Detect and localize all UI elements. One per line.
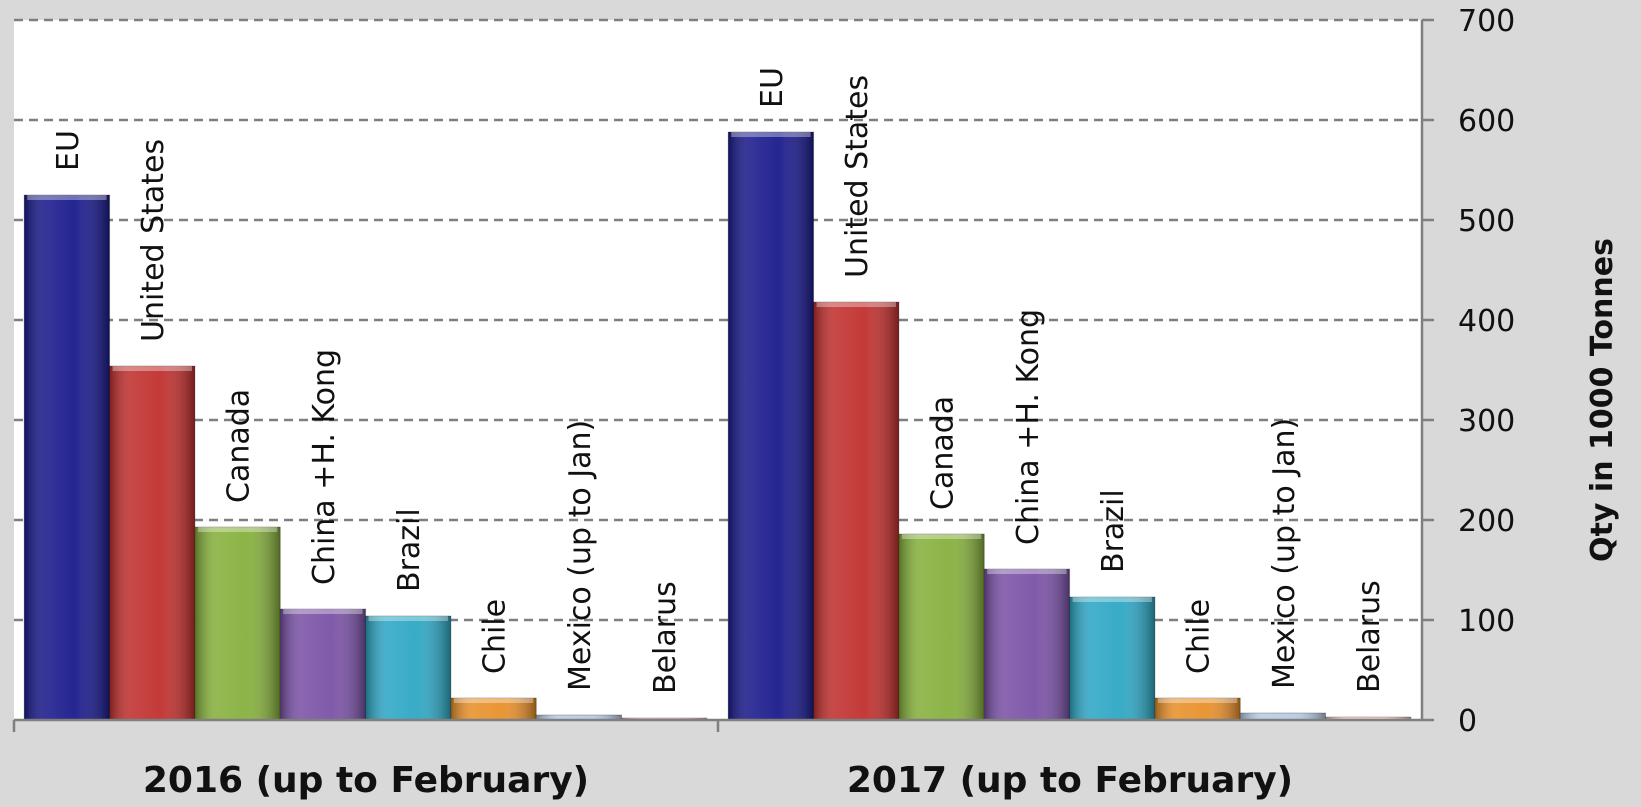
gridlines [14, 18, 1422, 622]
bar-highlight [987, 569, 1067, 574]
axes: 0 100 200 300 400 500 600 700 [12, 4, 1515, 739]
bar-highlight [197, 527, 278, 532]
bar-series-label: Mexico (up to Jan) [1267, 418, 1302, 689]
bar-highlight [368, 616, 448, 621]
y-tick-label: 600 [1458, 104, 1515, 139]
bar-shading [365, 616, 451, 720]
bar-series-label: Chile [1182, 599, 1217, 674]
y-tick-label: 300 [1458, 404, 1515, 439]
bar-shading [1154, 698, 1241, 720]
bar-labels: EU United States Canada China +H. Kong Brazi… [51, 67, 1387, 801]
bar-series-label: United States [840, 75, 875, 278]
bar-highlight [112, 366, 192, 371]
y-tick-label: 200 [1458, 504, 1515, 539]
y-tick-label: 700 [1458, 4, 1515, 39]
bar-shading [109, 366, 195, 720]
category-label: 2017 (up to February) [847, 760, 1293, 801]
bar-series-label: China +H. Kong [307, 349, 342, 585]
category-label: 2016 (up to February) [143, 760, 589, 801]
y-tick-label: 0 [1458, 704, 1477, 739]
bar-highlight [453, 698, 534, 703]
bar-shading [898, 534, 985, 720]
bar-highlight [1072, 597, 1152, 602]
bar-series-label: United States [136, 139, 171, 342]
bar-series-label: EU [51, 130, 86, 171]
bar-series-label: Belarus [648, 581, 683, 694]
bar-highlight [1157, 698, 1238, 703]
bar-shading [194, 527, 281, 720]
bar-series-label: Canada [926, 396, 961, 510]
y-tick-label: 100 [1458, 604, 1515, 639]
bar-series-label: Mexico (up to Jan) [563, 420, 598, 691]
bar-shading [536, 715, 622, 720]
bar-series-label: Brazil [1096, 489, 1131, 573]
bar-shading [450, 698, 537, 720]
bar-shading [24, 195, 110, 720]
bar-shading [280, 609, 366, 720]
y-tick-label: 400 [1458, 304, 1515, 339]
bar-highlight [816, 302, 896, 307]
bar-series-label: China +H. Kong [1011, 309, 1046, 545]
y-axis-title: Qty in 1000 Tonnes [1585, 238, 1620, 562]
bar-shading [984, 569, 1070, 720]
bar-series-label: EU [755, 67, 790, 108]
bar-shading [728, 132, 814, 720]
bar-series-label: Brazil [392, 508, 427, 592]
bar-series-label: Chile [478, 599, 513, 674]
bar-series-label: Belarus [1352, 580, 1387, 693]
bar-shading [813, 302, 899, 720]
bar-highlight [901, 534, 982, 539]
bar-highlight [731, 132, 811, 137]
bars [23, 131, 1412, 721]
bar-series-label: Canada [222, 389, 257, 503]
y-tick-label: 500 [1458, 204, 1515, 239]
bar-shading [1240, 713, 1326, 720]
bar-shading [1325, 717, 1411, 720]
bar-highlight [27, 195, 107, 200]
bar-shading [1069, 597, 1155, 720]
bar-highlight [283, 609, 363, 614]
